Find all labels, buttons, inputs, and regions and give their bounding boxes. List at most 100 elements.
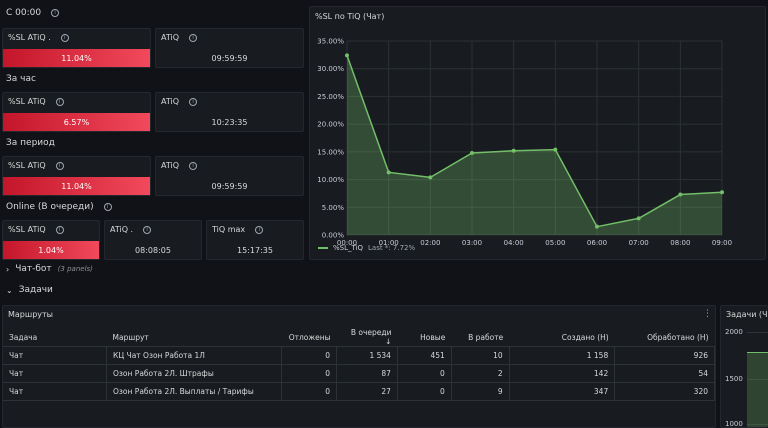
routes-table-wrap: Задача Маршрут Отложены В очереди ↓ Новы… — [3, 328, 715, 401]
y-tick-label: 30.00% — [317, 65, 344, 73]
table-row[interactable]: Чат КЦ Чат Озон Работа 1Л 0 1 534 451 10… — [3, 346, 715, 365]
table-cell: Озон Работа 2Л. Штрафы — [106, 364, 283, 383]
table-cell: 320 — [614, 382, 715, 401]
panel-title: TiQ max — [212, 225, 246, 234]
section-title-since-midnight: С 00:00 i — [6, 8, 60, 18]
column-header[interactable]: Новые — [397, 328, 452, 347]
stat-panel-atiq-since-midnight[interactable]: ATiQ i 09:59:59 — [155, 28, 304, 68]
section-title-text: Online (В очереди) — [6, 202, 94, 212]
column-header[interactable]: Отложены — [281, 328, 337, 347]
y-tick-label: 35.00% — [317, 38, 344, 46]
y-tick-label: 25.00% — [317, 93, 344, 101]
table-cell: 27 — [336, 382, 398, 401]
column-header[interactable]: В работе — [451, 328, 510, 347]
row-title: Чат-бот — [15, 264, 52, 274]
x-tick-label: 06:00 — [587, 239, 607, 247]
stat-value: 1.04% — [3, 241, 99, 259]
info-icon[interactable]: i — [55, 225, 64, 234]
stat-panel-atiq-hour[interactable]: ATiQ i 10:23:35 — [155, 92, 304, 132]
table-cell: 2 — [451, 364, 510, 383]
info-icon[interactable]: i — [103, 203, 112, 211]
stat-panel-sl-atiq-since-midnight[interactable]: %SL ATiQ . i 11.04% — [2, 28, 151, 68]
column-header[interactable]: Маршрут — [106, 328, 282, 347]
data-point — [636, 216, 641, 221]
info-icon[interactable]: i — [255, 225, 264, 234]
y-tick-label: 10.00% — [317, 176, 344, 184]
panel-title: %SL ATiQ . — [8, 33, 51, 42]
row-panel-count: (3 panels) — [57, 265, 93, 273]
table-cell: 9 — [451, 382, 510, 401]
panel-title: ATiQ — [161, 97, 180, 106]
table-cell: Озон Работа 2Л. Выплаты / Тарифы — [106, 382, 283, 401]
table-cell: 54 — [614, 364, 715, 383]
section-title-period: За период — [6, 138, 55, 148]
x-tick-label: 03:00 — [462, 239, 482, 247]
stat-value: 15:17:35 — [237, 246, 273, 255]
data-point — [470, 150, 474, 155]
y-tick-label: 1000 — [725, 420, 743, 428]
panel-menu-icon[interactable]: ⋮ — [703, 309, 712, 319]
table-cell: 10 — [451, 346, 510, 365]
column-header[interactable]: В очереди ↓ — [336, 328, 398, 347]
stat-panel-sl-atiq-period[interactable]: %SL ATiQ i 11.04% — [2, 156, 151, 196]
grid-line — [747, 379, 768, 380]
routes-table-panel[interactable]: Маршруты ⋮ Задача Маршрут Отложены В оче… — [2, 305, 716, 428]
stat-panel-atiq-period[interactable]: ATiQ i 09:59:59 — [155, 156, 304, 196]
stat-panel-atiq-online[interactable]: ATiQ . i 08:08:05 — [104, 220, 202, 260]
row-tasks[interactable]: ⌄ Задачи — [6, 285, 53, 295]
data-point — [720, 190, 724, 195]
chevron-right-icon: › — [6, 264, 10, 274]
data-point — [428, 175, 433, 180]
panel-title: %SL ATiQ — [8, 97, 46, 106]
table-cell: 0 — [397, 382, 452, 401]
column-header[interactable]: Задача — [3, 328, 107, 347]
legend-series-name: %SL_TiQ — [333, 244, 364, 252]
stat-value: 11.04% — [3, 49, 150, 67]
table-cell: 347 — [509, 382, 616, 401]
x-tick-label: 01:00 — [379, 239, 399, 247]
stat-panel-sl-atiq-online[interactable]: %SL ATiQ i 1.04% — [2, 220, 100, 260]
table-row[interactable]: Чат Озон Работа 2Л. Штрафы 0 87 0 2 142 … — [3, 364, 715, 383]
chart-panel-sl-tiq[interactable]: %SL по TiQ (Чат) 0.00% 5.00% 10.00% 15.00% 2… — [309, 6, 766, 260]
data-point — [511, 148, 516, 153]
stat-value: 09:59:59 — [211, 182, 248, 191]
x-tick-label: 02:00 — [420, 239, 440, 247]
row-title: Задачи — [18, 285, 53, 295]
y-tick-label: 5.00% — [322, 204, 345, 212]
info-icon[interactable]: i — [55, 97, 64, 106]
data-point — [553, 147, 558, 152]
panel-title: Маршруты — [8, 310, 53, 319]
stat-panel-tiq-max[interactable]: TiQ max i 15:17:35 — [206, 220, 304, 260]
column-header[interactable]: Обработано (Н) — [614, 328, 715, 347]
info-icon[interactable]: i — [51, 9, 60, 17]
stat-value: 09:59:59 — [211, 54, 248, 63]
info-icon[interactable]: i — [189, 161, 198, 170]
stat-value: 6.57% — [3, 113, 150, 131]
panel-title: %SL ATiQ — [8, 225, 46, 234]
panel-title: %SL по TiQ (Чат) — [315, 12, 385, 21]
table-row[interactable]: Чат Озон Работа 2Л. Выплаты / Тарифы 0 2… — [3, 382, 715, 401]
info-icon[interactable]: i — [143, 225, 152, 234]
y-tick-label: 2000 — [725, 328, 743, 336]
stat-panel-sl-atiq-hour[interactable]: %SL ATiQ i 6.57% — [2, 92, 151, 132]
info-icon[interactable]: i — [60, 33, 69, 42]
section-title-text: С 00:00 — [6, 8, 42, 18]
routes-table: Задача Маршрут Отложены В очереди ↓ Новы… — [3, 328, 715, 401]
section-title-text: За период — [6, 138, 55, 148]
legend-color-swatch — [318, 247, 328, 249]
table-cell: КЦ Чат Озон Работа 1Л — [106, 346, 283, 365]
info-icon[interactable]: i — [189, 97, 198, 106]
panel-title: Задачи (Ча — [726, 310, 768, 319]
area-chart: 0.00% 5.00% 10.00% 15.00% 20.00% 25.00% 30.00%… — [317, 38, 732, 248]
section-title-last-hour: За час — [6, 74, 36, 84]
column-header[interactable]: Создано (Н) — [509, 328, 615, 347]
x-tick-label: 00:00 — [337, 239, 357, 247]
info-icon[interactable]: i — [55, 161, 64, 170]
tasks-chat-panel[interactable]: Задачи (Ча 2000 1500 1000 — [720, 305, 768, 428]
data-point — [678, 192, 683, 197]
info-icon[interactable]: i — [189, 33, 198, 42]
table-cell: 87 — [336, 364, 398, 383]
row-chatbot[interactable]: › Чат-бот (3 panels) — [6, 264, 93, 274]
data-point — [595, 224, 599, 229]
chart-legend[interactable]: %SL_TiQ Last *: 7.72% — [318, 244, 415, 252]
